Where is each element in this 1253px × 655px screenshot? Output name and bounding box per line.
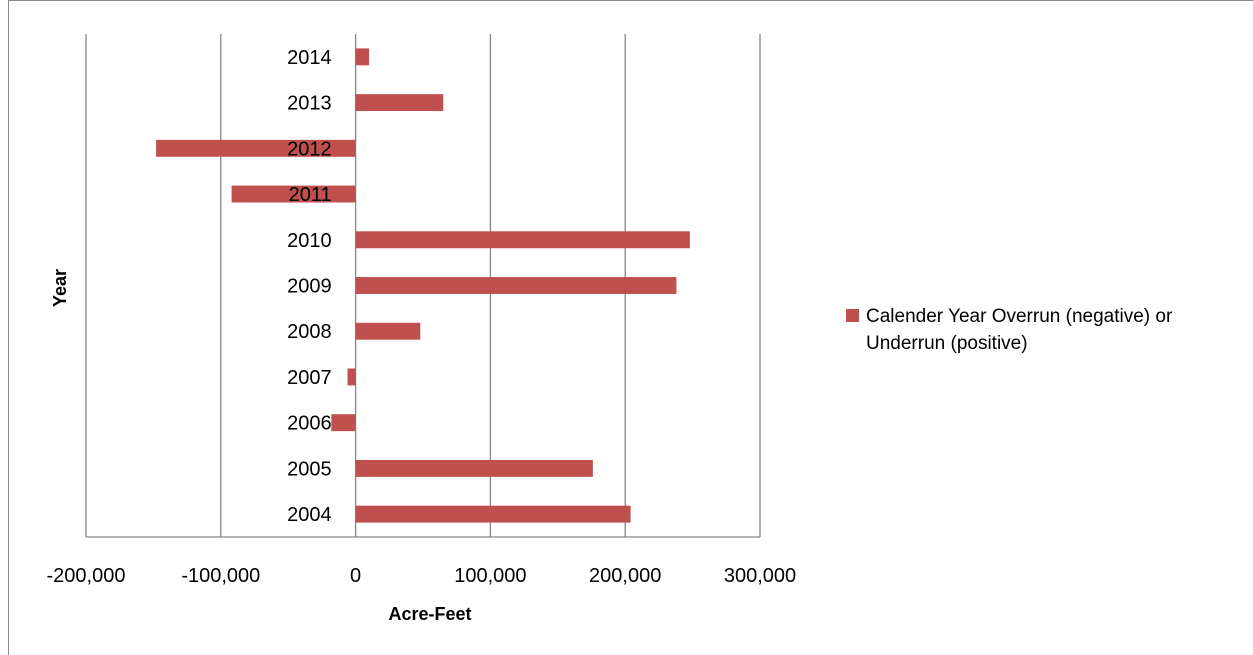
bar-2008 — [355, 322, 421, 340]
bar-2014 — [355, 48, 370, 66]
bar-2007 — [347, 368, 356, 386]
x-tick-label: 100,000 — [454, 565, 526, 587]
bar-2004 — [355, 505, 631, 523]
bar-2009 — [355, 277, 677, 294]
chart-frame — [8, 0, 1253, 655]
x-tick-label: -100,000 — [181, 565, 260, 587]
year-label: 2013 — [287, 93, 332, 115]
x-tick-label: 300,000 — [724, 565, 796, 587]
x-tick-label: 0 — [350, 565, 361, 587]
bars — [156, 48, 690, 523]
year-label: 2008 — [287, 321, 332, 343]
bar-2005 — [355, 459, 593, 477]
x-tick-label: 200,000 — [589, 565, 661, 587]
year-label: 2007 — [287, 367, 332, 389]
year-label: 2014 — [287, 47, 332, 69]
year-label: 2004 — [287, 504, 332, 526]
year-label: 2010 — [287, 230, 332, 252]
year-label: 2012 — [287, 138, 332, 160]
y-axis-title: Year — [50, 269, 70, 307]
year-labels: 2004 2005 2006 2007 2008 2009 2010 2011 2012 2013… — [287, 47, 332, 526]
year-label: 2009 — [287, 276, 332, 298]
legend-swatch — [846, 309, 859, 322]
bar-2013 — [355, 94, 444, 112]
x-tick-label: -200,000 — [47, 565, 126, 587]
bar-2006 — [331, 414, 356, 432]
bar-2010 — [355, 231, 690, 249]
bar-2012 — [156, 139, 356, 157]
legend-label: Calender Year Overrun (negative) or Unde… — [866, 306, 1173, 354]
x-tick-labels: -200,000 -100,000 0 100,000 200,000 300,000 — [47, 565, 797, 587]
year-label: 2006 — [287, 413, 332, 435]
year-label: 2011 — [289, 184, 332, 206]
x-axis-title: Acre-Feet — [388, 604, 471, 624]
bar-2011 — [231, 185, 356, 203]
year-label: 2005 — [287, 458, 332, 480]
